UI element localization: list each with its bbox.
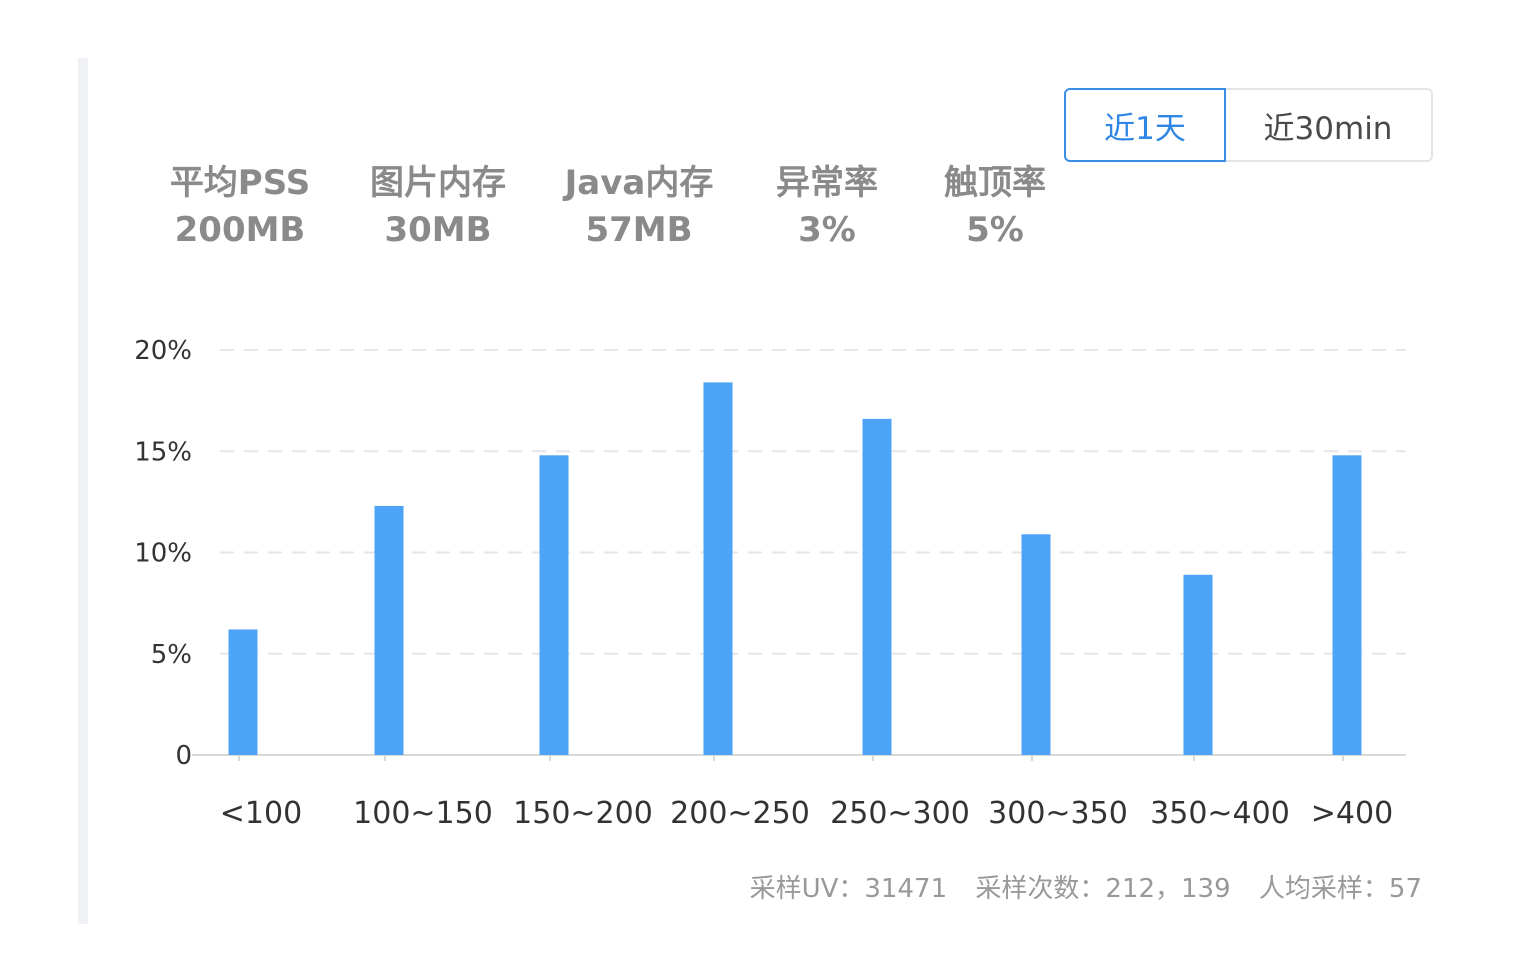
bar[interactable] xyxy=(1183,574,1213,755)
stat-label: 触顶率 xyxy=(944,163,1046,203)
x-tick-label: 100~150 xyxy=(353,796,493,831)
x-tick-label: 150~200 xyxy=(513,796,653,831)
y-tick-label: 15% xyxy=(134,437,192,467)
x-tick-label: 350~400 xyxy=(1150,796,1290,831)
per-person-sample-text: 人均采样：57 xyxy=(1258,874,1422,904)
stat-label: 平均PSS xyxy=(169,163,311,203)
y-axis-ticks: 0 5% 10% 15% 20% xyxy=(134,336,192,771)
stat-value: 30MB xyxy=(384,210,492,250)
bar[interactable] xyxy=(1021,534,1051,755)
y-tick-label: 10% xyxy=(134,539,192,569)
bar[interactable] xyxy=(374,505,404,755)
stat-label: 异常率 xyxy=(776,163,878,203)
grid-lines xyxy=(192,349,1406,756)
stat-value: 200MB xyxy=(174,210,306,250)
time-range-toggle: 近1天 近30min xyxy=(1064,88,1433,162)
y-tick-label: 0 xyxy=(175,741,192,771)
stat-label: 图片内存 xyxy=(370,163,506,203)
stat-value: 5% xyxy=(966,210,1024,250)
left-border xyxy=(78,58,88,924)
bars xyxy=(228,382,1362,755)
bar[interactable] xyxy=(539,455,569,755)
stat-image-memory: 图片内存 30MB xyxy=(358,160,518,254)
bar[interactable] xyxy=(228,629,258,755)
x-axis-ticks: <100 100~150 150~200 200~250 250~300 300~350 3… xyxy=(220,755,1393,831)
x-tick-label: >400 xyxy=(1311,796,1393,831)
stat-peak-rate: 触顶率 5% xyxy=(934,160,1056,254)
stat-label: Java内存 xyxy=(564,163,714,203)
sample-count-text: 采样次数：212，139 xyxy=(975,874,1231,904)
stat-value: 57MB xyxy=(585,210,693,250)
range-1-day-button[interactable]: 近1天 xyxy=(1064,88,1226,162)
x-tick-label: 250~300 xyxy=(830,796,970,831)
sampling-footer: 采样UV：31471 采样次数：212，139 人均采样：57 xyxy=(730,868,1422,905)
x-tick-label: 200~250 xyxy=(670,796,810,831)
x-tick-label: 300~350 xyxy=(988,796,1128,831)
stat-exception-rate: 异常率 3% xyxy=(766,160,888,254)
x-tick-label: <100 xyxy=(220,796,302,831)
bar[interactable] xyxy=(862,418,892,755)
y-tick-label: 20% xyxy=(134,336,192,366)
stat-value: 3% xyxy=(798,210,856,250)
y-tick-label: 5% xyxy=(151,640,192,670)
bar[interactable] xyxy=(703,382,733,755)
bar[interactable] xyxy=(1332,455,1362,755)
sample-uv-text: 采样UV：31471 xyxy=(749,874,948,904)
stat-java-memory: Java内存 57MB xyxy=(554,160,724,254)
stat-avg-pss: 平均PSS 200MB xyxy=(160,160,320,254)
range-30-min-button[interactable]: 近30min xyxy=(1225,88,1433,162)
